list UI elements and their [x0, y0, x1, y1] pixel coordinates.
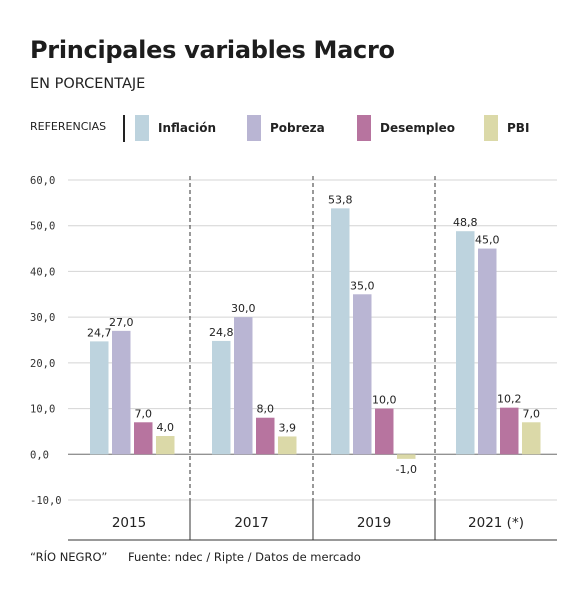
y-tick-label: 50,0: [30, 221, 55, 233]
legend-item-desempleo: Desempleo: [357, 115, 455, 141]
data-label: 4,0: [157, 421, 175, 434]
chart-subtitle: EN PORCENTAJE: [30, 76, 146, 92]
bar-pbi-2015: [156, 436, 175, 455]
bar-desempleo-2015: [134, 422, 153, 455]
data-label: 48,8: [453, 216, 478, 229]
bar-pbi-2021: [522, 422, 541, 455]
bar-pbi-2019: [397, 454, 416, 459]
bar-inflación-2017: [212, 340, 231, 455]
legend-swatch-desempleo: [357, 115, 371, 141]
bar-pobreza-2015: [112, 330, 131, 455]
legend-label-inflacion: Inflación: [158, 121, 217, 135]
legend-item-inflacion: Inflación: [135, 115, 216, 141]
legend-item-pbi: PBI: [484, 115, 529, 141]
footer-source: Fuente: ndec / Ripte / Datos de mercado: [128, 550, 361, 564]
bar-inflación-2015: [90, 341, 109, 455]
legend-label-pobreza: Pobreza: [270, 121, 325, 135]
legend-label-desempleo: Desempleo: [380, 121, 455, 135]
legend-item-pobreza: Pobreza: [247, 115, 325, 141]
data-label: 24,7: [87, 326, 112, 339]
y-tick-label: 40,0: [30, 266, 55, 278]
data-label: 3,9: [279, 421, 297, 434]
footer-credit: “RÍO NEGRO”: [30, 550, 108, 564]
y-tick-label: 20,0: [30, 358, 55, 370]
category-label: 2015: [112, 515, 146, 531]
y-tick-label: -10,0: [30, 495, 62, 507]
data-label: 30,0: [231, 302, 256, 315]
legend-label-pbi: PBI: [507, 121, 530, 135]
data-label: 10,0: [372, 394, 397, 407]
data-label: 8,0: [257, 403, 275, 416]
category-label: 2019: [357, 515, 391, 531]
data-label: 7,0: [523, 407, 541, 420]
chart-title: Principales variables Macro: [30, 36, 395, 64]
bar-pobreza-2021: [478, 248, 497, 455]
legend-swatch-pbi: [484, 115, 498, 141]
legend-divider: [123, 115, 125, 142]
data-label: 45,0: [475, 234, 500, 247]
data-label: 7,0: [135, 407, 153, 420]
bar-inflación-2019: [331, 208, 350, 455]
category-label: 2021 (*): [468, 515, 524, 531]
y-tick-label: 0,0: [30, 449, 49, 461]
bar-inflación-2021: [456, 231, 475, 455]
bar-desempleo-2021: [500, 407, 519, 455]
bar-pbi-2017: [278, 436, 297, 455]
bar-chart: -10,0 0,0 10,0 20,0 30,0 40,0 50,0 60,0 24,7 24,8…: [30, 175, 557, 541]
data-label: 53,8: [328, 193, 353, 206]
y-tick-label: 30,0: [30, 312, 55, 324]
data-label: 24,8: [209, 326, 234, 339]
data-label: -1,0: [396, 463, 417, 476]
y-tick-label: 60,0: [30, 175, 55, 187]
y-tick-label: 10,0: [30, 404, 55, 416]
legend-title: REFERENCIAS: [30, 120, 107, 133]
bar-pobreza-2019: [353, 294, 372, 455]
data-label: 27,0: [109, 316, 134, 329]
category-label: 2017: [234, 515, 268, 531]
bar-desempleo-2019: [375, 408, 394, 455]
bar-pobreza-2017: [234, 317, 253, 455]
bar-desempleo-2017: [256, 417, 275, 455]
data-label: 10,2: [497, 393, 522, 406]
legend-swatch-inflacion: [135, 115, 149, 141]
legend-swatch-pobreza: [247, 115, 261, 141]
data-label: 35,0: [350, 279, 375, 292]
